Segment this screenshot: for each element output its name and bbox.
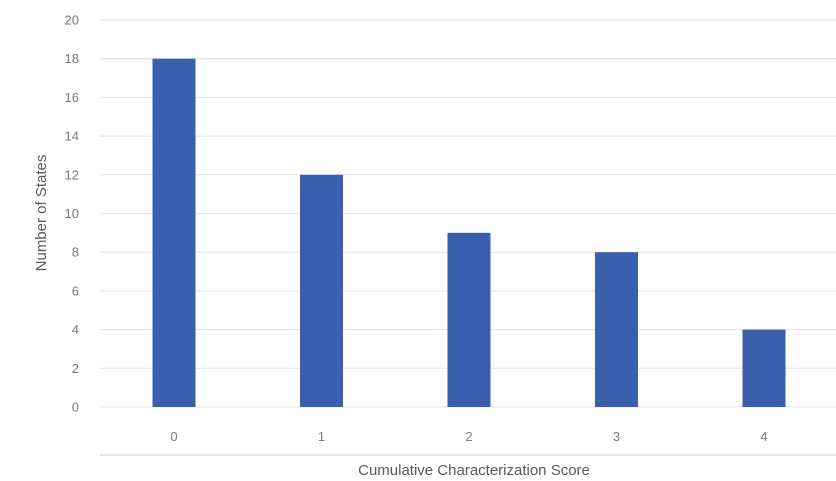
- y-tick-label: 8: [72, 245, 79, 260]
- y-tick-label: 14: [65, 129, 79, 144]
- y-tick-label: 16: [65, 90, 79, 105]
- y-tick-label: 2: [72, 361, 79, 376]
- x-axis-title: Cumulative Characterization Score: [358, 462, 590, 479]
- y-tick-label: 4: [72, 322, 79, 337]
- y-tick-label: 20: [65, 13, 79, 28]
- x-tick-label: 4: [760, 429, 767, 444]
- bar-3: [595, 252, 638, 407]
- bar-4: [742, 329, 786, 407]
- y-tick-label: 6: [72, 283, 79, 298]
- y-tick-label: 0: [72, 400, 79, 415]
- y-axis-title: Number of States: [33, 155, 50, 272]
- y-axis-ticks: 0 2 4 6 8 10 12 14 16 18 20: [65, 13, 79, 415]
- x-axis-ticks: 0 1 2 3 4: [170, 429, 767, 444]
- x-tick-label: 3: [613, 429, 620, 444]
- y-tick-label: 12: [65, 167, 79, 182]
- bar-2: [447, 232, 491, 407]
- y-tick-label: 10: [65, 206, 79, 221]
- bar-0: [152, 58, 196, 407]
- bar-1: [300, 174, 343, 407]
- x-tick-label: 1: [318, 429, 325, 444]
- x-tick-label: 2: [465, 429, 472, 444]
- y-tick-label: 18: [65, 51, 79, 66]
- x-tick-label: 0: [170, 429, 177, 444]
- bars: [152, 58, 786, 407]
